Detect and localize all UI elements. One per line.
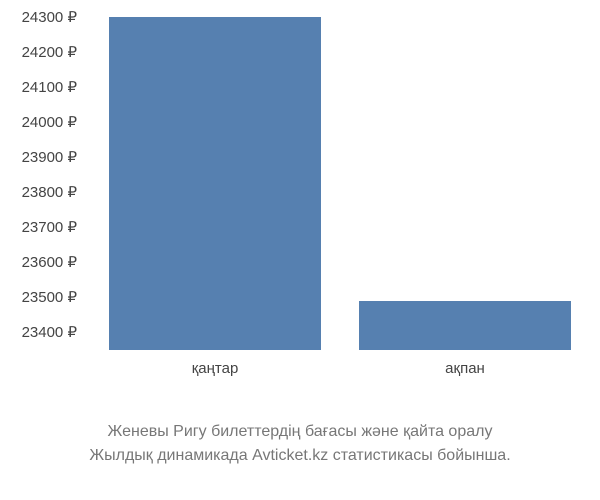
caption-line-1: Женевы Ригу билеттердің бағасы және қайт… bbox=[0, 420, 600, 444]
x-tick-label: қаңтар bbox=[192, 360, 239, 377]
y-tick-label: 24000 ₽ bbox=[22, 113, 77, 131]
y-tick-label: 23500 ₽ bbox=[22, 288, 77, 306]
chart-container: 24300 ₽ 24200 ₽ 24100 ₽ 24000 ₽ 23900 ₽ 23800… bbox=[0, 0, 600, 420]
bar bbox=[359, 301, 572, 350]
plot-area bbox=[90, 10, 590, 350]
y-tick-label: 23400 ₽ bbox=[22, 323, 77, 341]
x-axis: қаңтар ақпан bbox=[90, 360, 590, 390]
bar bbox=[109, 17, 322, 350]
x-tick-label: ақпан bbox=[445, 360, 485, 377]
y-tick-label: 23800 ₽ bbox=[22, 183, 77, 201]
caption-line-2: Жылдық динамикада Avticket.kz статистика… bbox=[0, 444, 600, 468]
y-tick-label: 23900 ₽ bbox=[22, 148, 77, 166]
y-tick-label: 24200 ₽ bbox=[22, 43, 77, 61]
chart-caption: Женевы Ригу билеттердің бағасы және қайт… bbox=[0, 420, 600, 468]
y-tick-label: 24300 ₽ bbox=[22, 8, 77, 26]
y-tick-label: 23600 ₽ bbox=[22, 253, 77, 271]
y-tick-label: 23700 ₽ bbox=[22, 218, 77, 236]
y-axis: 24300 ₽ 24200 ₽ 24100 ₽ 24000 ₽ 23900 ₽ 23800… bbox=[0, 10, 85, 350]
y-tick-label: 24100 ₽ bbox=[22, 78, 77, 96]
